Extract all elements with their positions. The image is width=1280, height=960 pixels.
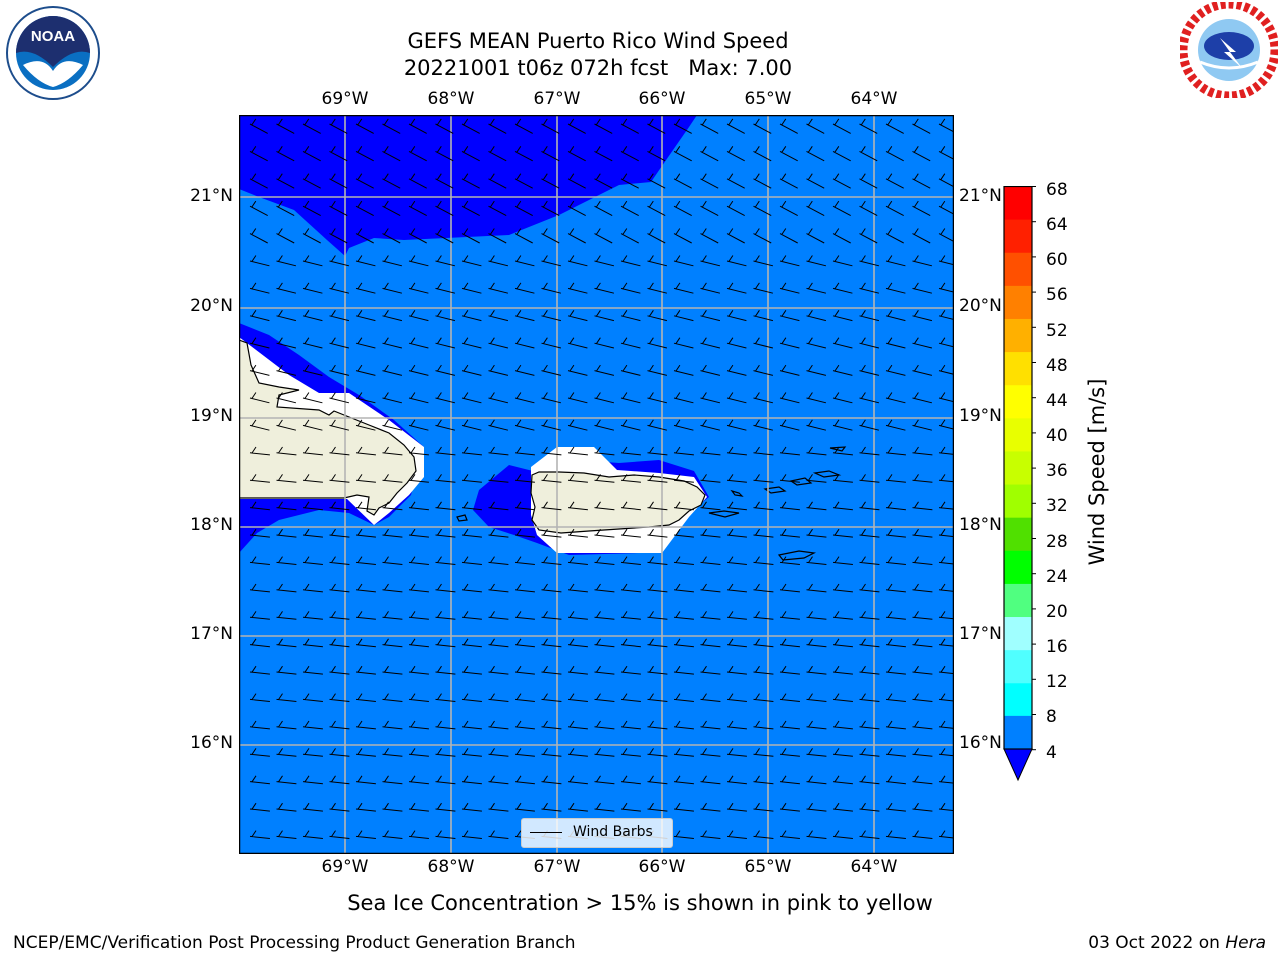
sea-ice-note: Sea Ice Concentration > 15% is shown in … bbox=[347, 891, 933, 915]
colorbar-tick: 8 bbox=[1046, 707, 1057, 727]
lon-label-bottom: 65°W bbox=[744, 857, 792, 877]
colorbar-tick: 44 bbox=[1046, 391, 1068, 411]
colorbar-tick: 20 bbox=[1046, 602, 1068, 622]
lon-label-top: 65°W bbox=[744, 89, 792, 109]
colorbar-segment bbox=[1004, 682, 1032, 717]
colorbar-tick: 24 bbox=[1046, 567, 1068, 587]
lon-label-bottom: 64°W bbox=[850, 857, 898, 877]
lat-label-left: 17°N bbox=[190, 624, 233, 644]
lat-label-left: 18°N bbox=[190, 515, 233, 535]
map-legend: Wind Barbs bbox=[521, 818, 673, 848]
land-hispaniola bbox=[239, 339, 417, 516]
lat-label-right: 18°N bbox=[959, 515, 1002, 535]
colorbar-tick: 28 bbox=[1046, 532, 1068, 552]
lon-label-bottom: 66°W bbox=[638, 857, 686, 877]
lat-label-left: 16°N bbox=[190, 733, 233, 753]
gridlines bbox=[239, 115, 954, 854]
colorbar-tick: 12 bbox=[1046, 672, 1068, 692]
land-mona bbox=[456, 514, 468, 522]
lat-label-right: 16°N bbox=[959, 733, 1002, 753]
land-culebra bbox=[730, 489, 744, 497]
wind-barb-legend-line bbox=[530, 832, 562, 833]
colorbar-segment bbox=[1004, 649, 1032, 684]
wind-speed-map bbox=[239, 115, 954, 854]
lon-label-top: 64°W bbox=[850, 89, 898, 109]
lat-label-left: 21°N bbox=[190, 186, 233, 206]
footer-date-text: 03 Oct 2022 on bbox=[1088, 933, 1226, 953]
title-line-2: 20221001 t06z 072h fcst Max: 7.00 bbox=[403, 56, 793, 80]
colorbar-segment bbox=[1004, 252, 1032, 286]
colorbar-tick: 64 bbox=[1046, 215, 1068, 235]
noaa-logo: NOAA bbox=[6, 6, 100, 100]
colorbar-tick: 60 bbox=[1046, 250, 1068, 270]
colorbar-tick: 52 bbox=[1046, 321, 1068, 341]
colorbar bbox=[1003, 186, 1036, 782]
colorbar-tick: 68 bbox=[1046, 180, 1068, 200]
colorbar-tick: 32 bbox=[1046, 496, 1068, 516]
lon-label-top: 66°W bbox=[638, 89, 686, 109]
footer-branch: NCEP/EMC/Verification Post Processing Pr… bbox=[13, 933, 576, 953]
lat-label-right: 17°N bbox=[959, 624, 1002, 644]
wind-barbs bbox=[249, 118, 954, 839]
svg-text:NOAA: NOAA bbox=[31, 28, 75, 45]
nws-logo bbox=[1180, 2, 1278, 98]
footer-date: 03 Oct 2022 on Hera bbox=[1088, 933, 1266, 953]
colorbar-segment bbox=[1004, 417, 1032, 452]
colorbar-segment bbox=[1004, 351, 1032, 386]
low-wind-region-north bbox=[239, 115, 697, 256]
lat-label-right: 19°N bbox=[959, 406, 1002, 426]
colorbar-segment bbox=[1004, 318, 1032, 353]
lat-label-right: 21°N bbox=[959, 186, 1002, 206]
colorbar-label: Wind Speed [m/s] bbox=[1085, 378, 1109, 566]
colorbar-segment bbox=[1004, 517, 1032, 551]
footer-machine: Hera bbox=[1225, 933, 1266, 953]
colorbar-tick: 48 bbox=[1046, 356, 1068, 376]
colorbar-tick: 40 bbox=[1046, 426, 1068, 446]
colorbar-segment bbox=[1004, 186, 1032, 220]
colorbar-segment bbox=[1004, 583, 1032, 618]
lon-label-top: 68°W bbox=[427, 89, 475, 109]
colorbar-tick: 16 bbox=[1046, 637, 1068, 657]
lat-label-left: 20°N bbox=[190, 296, 233, 316]
wind-barb-glyphs bbox=[249, 118, 954, 839]
colorbar-segment bbox=[1004, 550, 1032, 584]
colorbar-segment bbox=[1004, 285, 1032, 319]
lon-label-bottom: 69°W bbox=[321, 857, 369, 877]
colorbar-segment bbox=[1004, 715, 1032, 749]
colorbar-segment bbox=[1004, 219, 1032, 253]
lat-label-right: 20°N bbox=[959, 296, 1002, 316]
land-anegada bbox=[829, 446, 847, 452]
lon-label-top: 69°W bbox=[321, 89, 369, 109]
land-vieques bbox=[708, 510, 740, 518]
colorbar-tick: 56 bbox=[1046, 285, 1068, 305]
land-virgin-islands-2 bbox=[789, 477, 813, 486]
colorbar-segment bbox=[1004, 616, 1032, 651]
colorbar-tick: 4 bbox=[1046, 743, 1057, 763]
lon-label-bottom: 67°W bbox=[533, 857, 581, 877]
title-line-1: GEFS MEAN Puerto Rico Wind Speed bbox=[407, 29, 789, 53]
colorbar-segment bbox=[1004, 484, 1032, 518]
lon-label-top: 67°W bbox=[533, 89, 581, 109]
colorbar-tick: 36 bbox=[1046, 461, 1068, 481]
colorbar-segment bbox=[1004, 384, 1032, 419]
lat-label-left: 19°N bbox=[190, 406, 233, 426]
land-virgin-islands-1 bbox=[763, 486, 787, 494]
legend-label: Wind Barbs bbox=[573, 824, 653, 840]
lon-label-bottom: 68°W bbox=[427, 857, 475, 877]
land-st-croix bbox=[777, 550, 817, 561]
colorbar-segment bbox=[1004, 450, 1032, 485]
colorbar-underflow-triangle bbox=[1003, 748, 1033, 782]
